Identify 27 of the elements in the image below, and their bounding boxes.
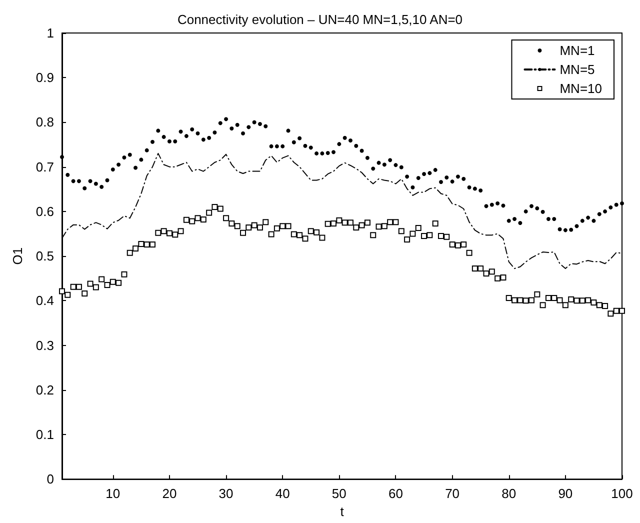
chart-title: Connectivity evolution – UN=40 MN=1,5,10 AN=0	[177, 12, 463, 27]
y-tick-label: 0.5	[36, 248, 54, 264]
y-tick-label: 0.6	[36, 204, 54, 219]
y-tick-label: 0.7	[36, 159, 54, 174]
y-tick-label: 1	[46, 26, 54, 40]
x-tick-label: 50	[332, 486, 346, 502]
x-tick-label: 60	[388, 486, 403, 502]
y-tick-label: 0.1	[36, 426, 54, 442]
legend-label: MN=1	[560, 43, 595, 58]
y-tick-label: 0	[46, 472, 54, 487]
legend-label: MN=5	[560, 62, 595, 77]
x-tick-label: 70	[445, 486, 460, 502]
y-tick-label: 0.8	[36, 114, 54, 130]
y-tick-label: 0.4	[36, 293, 54, 308]
x-tick-label: 40	[275, 486, 290, 502]
x-axis-title: t	[340, 504, 344, 519]
x-tick-label: 30	[218, 486, 234, 502]
y-tick-label: 0.3	[36, 338, 54, 353]
y-tick-label: 0.9	[36, 70, 54, 86]
x-tick-label: 100	[611, 486, 633, 502]
y-axis-title: O1	[10, 247, 25, 265]
x-tick-label: 80	[502, 486, 516, 502]
legend-label: MN=10	[560, 81, 602, 96]
x-tick-label: 10	[106, 486, 120, 502]
x-tick-label: 20	[162, 486, 177, 502]
y-tick-label: 0.2	[36, 382, 54, 398]
x-tick-label: 90	[558, 486, 573, 502]
